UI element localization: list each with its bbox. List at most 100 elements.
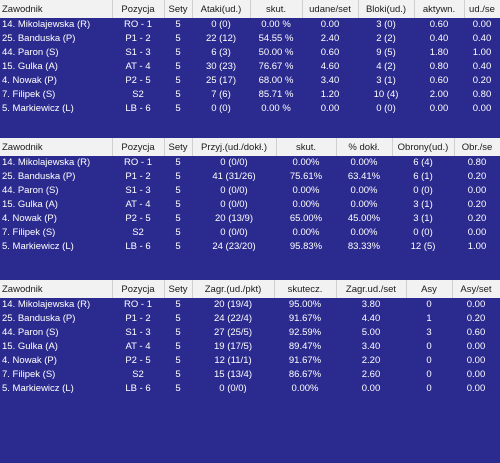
- column-header[interactable]: Asy: [406, 280, 453, 298]
- stat-cell: 3.40: [302, 74, 358, 88]
- table-row[interactable]: 15. Gulka (A) AT - 4 5 19 (17/5) 89.47% 3.40 0…: [0, 340, 500, 354]
- stat-cell: 2.20: [336, 354, 406, 368]
- table-row[interactable]: 25. Banduska (P) P1 - 2 5 24 (22/4) 91.67% 4.…: [0, 312, 500, 326]
- stat-cell: 0.00: [302, 102, 358, 116]
- stat-cell: 0.00: [414, 102, 464, 116]
- stat-cell: 0.00%: [274, 382, 336, 396]
- player-name-cell: 7. Filipek (S): [0, 226, 112, 240]
- stat-cell: 91.67%: [274, 354, 336, 368]
- stat-cell: 2.40: [302, 32, 358, 46]
- stat-cell: 0.00%: [336, 226, 392, 240]
- attack-stats-table: Zawodnik Pozycja Sety Ataki(ud.) skut. u…: [0, 0, 500, 116]
- stat-cell: 0.00: [452, 340, 500, 354]
- stat-cell: P2 - 5: [112, 212, 164, 226]
- stat-cell: 0.20: [454, 212, 500, 226]
- column-header[interactable]: Pozycja: [112, 0, 165, 18]
- column-header[interactable]: udane/set: [302, 0, 359, 18]
- column-header[interactable]: Sety: [164, 280, 193, 298]
- stat-cell: 0 (0/0): [192, 198, 276, 212]
- stat-cell: 0.20: [454, 170, 500, 184]
- table-row[interactable]: 14. Mikolajewska (R) RO - 1 5 20 (19/4) 95.0…: [0, 298, 500, 312]
- serve-stats-panel: Zawodnik Pozycja Sety Zagr.(ud./pkt) sku…: [0, 280, 500, 396]
- stat-cell: 3.40: [336, 340, 406, 354]
- table-row[interactable]: 15. Gulka (A) AT - 4 5 30 (23) 76.67 % 4.60 4 …: [0, 60, 500, 74]
- column-header[interactable]: Asy/set: [452, 280, 500, 298]
- table-row[interactable]: 7. Filipek (S) S2 5 0 (0/0) 0.00% 0.00% 0 (0) 0…: [0, 226, 500, 240]
- stat-cell: LB - 6: [112, 382, 164, 396]
- header-row: Zawodnik Pozycja Sety Zagr.(ud./pkt) sku…: [0, 280, 500, 298]
- stat-cell: 0: [406, 298, 452, 312]
- stat-cell: 0.00%: [276, 156, 336, 170]
- stat-cell: 0.20: [454, 198, 500, 212]
- stat-cell: 5: [164, 198, 192, 212]
- column-header[interactable]: aktywn.: [414, 0, 465, 18]
- column-header[interactable]: Obr./se: [454, 138, 500, 156]
- stat-cell: 19 (17/5): [192, 340, 274, 354]
- stat-cell: 0.00: [454, 184, 500, 198]
- column-header[interactable]: Zagr.ud./set: [336, 280, 407, 298]
- table-row[interactable]: 7. Filipek (S) S2 5 15 (13/4) 86.67% 2.60 0 0.0…: [0, 368, 500, 382]
- column-header[interactable]: ud./se: [464, 0, 500, 18]
- stat-cell: 0.40: [464, 60, 500, 74]
- player-name-cell: 25. Banduska (P): [0, 312, 112, 326]
- stat-cell: 5: [164, 312, 192, 326]
- column-header[interactable]: skut.: [276, 138, 337, 156]
- table-row[interactable]: 25. Banduska (P) P1 - 2 5 22 (12) 54.55 % 2.4…: [0, 32, 500, 46]
- column-header[interactable]: Przyj.(ud./dokł.): [192, 138, 277, 156]
- stat-cell: 1.00: [454, 240, 500, 254]
- column-header[interactable]: Zawodnik: [0, 280, 113, 298]
- column-header[interactable]: skut.: [250, 0, 303, 18]
- stat-cell: 5.00: [336, 326, 406, 340]
- column-header[interactable]: Sety: [164, 138, 193, 156]
- player-name-cell: 14. Mikolajewska (R): [0, 298, 112, 312]
- column-header[interactable]: skutecz.: [274, 280, 337, 298]
- table-row[interactable]: 4. Nowak (P) P2 - 5 5 20 (13/9) 65.00% 45.00%…: [0, 212, 500, 226]
- stat-cell: 0.80: [454, 156, 500, 170]
- column-header[interactable]: % dokł.: [336, 138, 393, 156]
- stat-cell: 24 (22/4): [192, 312, 274, 326]
- table-row[interactable]: 25. Banduska (P) P1 - 2 5 41 (31/26) 75.61% 6…: [0, 170, 500, 184]
- column-header[interactable]: Zagr.(ud./pkt): [192, 280, 275, 298]
- table-row[interactable]: 4. Nowak (P) P2 - 5 5 25 (17) 68.00 % 3.40 3 (…: [0, 74, 500, 88]
- table-row[interactable]: 5. Markiewicz (L) LB - 6 5 24 (23/20) 95.83%…: [0, 240, 500, 254]
- stat-cell: 0: [406, 382, 452, 396]
- stat-cell: 0.60: [414, 18, 464, 32]
- table-row[interactable]: 4. Nowak (P) P2 - 5 5 12 (11/1) 91.67% 2.20 0 0…: [0, 354, 500, 368]
- table-row[interactable]: 7. Filipek (S) S2 5 7 (6) 85.71 % 1.20 10 (4) 2…: [0, 88, 500, 102]
- column-header[interactable]: Sety: [164, 0, 193, 18]
- stat-cell: 0.00: [336, 382, 406, 396]
- column-header[interactable]: Zawodnik: [0, 0, 113, 18]
- stat-cell: 5: [164, 88, 192, 102]
- stat-cell: 0.00: [454, 226, 500, 240]
- stat-cell: 91.67%: [274, 312, 336, 326]
- stat-cell: S2: [112, 226, 164, 240]
- stat-cell: 86.67%: [274, 368, 336, 382]
- stat-cell: 0.00: [302, 18, 358, 32]
- stat-cell: 5: [164, 60, 192, 74]
- reception-stats-panel: Zawodnik Pozycja Sety Przyj.(ud./dokł.) …: [0, 138, 500, 254]
- stat-cell: 54.55 %: [250, 32, 302, 46]
- table-row[interactable]: 44. Paron (S) S1 - 3 5 27 (25/5) 92.59% 5.00 3…: [0, 326, 500, 340]
- stat-cell: 3 (1): [392, 198, 454, 212]
- column-header[interactable]: Ataki(ud.): [192, 0, 251, 18]
- column-header[interactable]: Pozycja: [112, 138, 165, 156]
- stat-cell: 0.40: [414, 32, 464, 46]
- column-header[interactable]: Zawodnik: [0, 138, 113, 156]
- header-row: Zawodnik Pozycja Sety Przyj.(ud./dokł.) …: [0, 138, 500, 156]
- player-name-cell: 25. Banduska (P): [0, 170, 112, 184]
- player-name-cell: 5. Markiewicz (L): [0, 240, 112, 254]
- stat-cell: 65.00%: [276, 212, 336, 226]
- column-header[interactable]: Pozycja: [112, 280, 165, 298]
- column-header[interactable]: Bloki(ud.): [358, 0, 415, 18]
- column-header[interactable]: Obrony(ud.): [392, 138, 455, 156]
- stat-cell: 75.61%: [276, 170, 336, 184]
- stat-cell: 3: [406, 326, 452, 340]
- player-name-cell: 7. Filipek (S): [0, 368, 112, 382]
